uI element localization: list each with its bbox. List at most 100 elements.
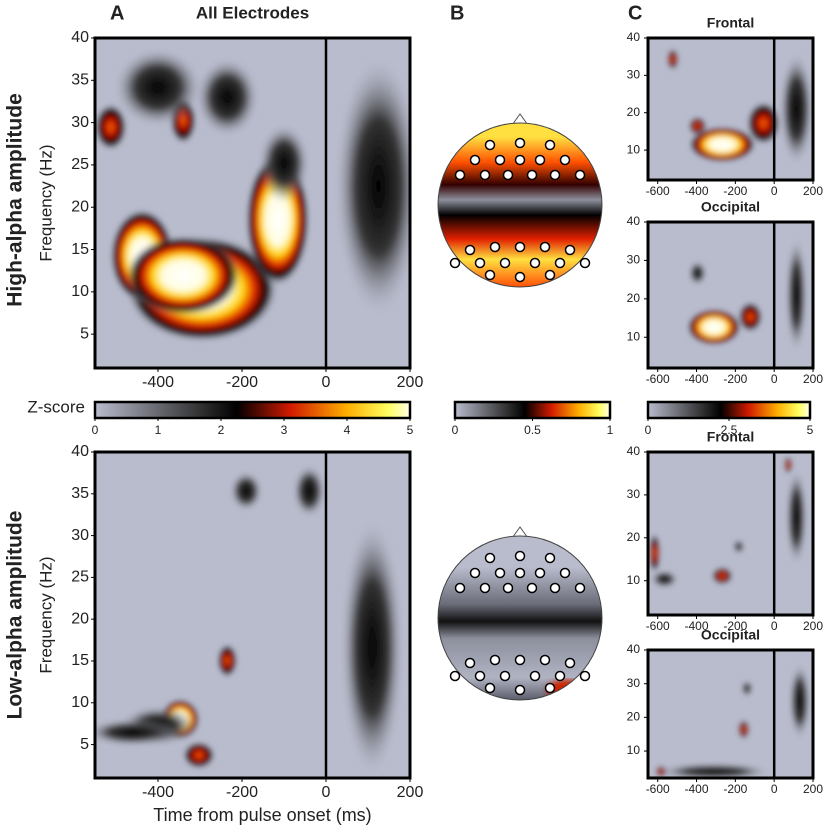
electrode [494, 154, 506, 166]
y-axis-label: Frequency (Hz) [36, 144, 55, 261]
colorbar [93, 400, 412, 420]
heatmap-blob [183, 742, 215, 769]
row-label: High-alpha amplitude [4, 93, 27, 307]
heatmap-blob [126, 236, 240, 316]
colorbar-tick-label: 0 [92, 423, 99, 437]
electrode [544, 139, 556, 151]
y-tick-label: 40 [627, 30, 641, 44]
electrode [544, 269, 556, 281]
x-tick-label: -200 [226, 374, 258, 391]
electrode [579, 257, 591, 269]
electrode [474, 670, 486, 682]
colorbar-tick-label: 3 [281, 423, 288, 437]
electrode [502, 582, 514, 594]
y-tick-label: 30 [627, 253, 641, 267]
heatmap-blob [780, 52, 813, 166]
x-tick-label: 200 [397, 784, 424, 801]
y-tick-label: 40 [627, 214, 641, 228]
x-tick-label: 0 [771, 619, 778, 633]
x-tick-label: -600 [646, 782, 670, 796]
electrode [464, 657, 476, 669]
x-tick-label: 0 [771, 782, 778, 796]
x-tick-label: -400 [142, 374, 174, 391]
x-tick-label: 200 [803, 782, 823, 796]
y-tick-label: 35 [71, 485, 89, 502]
electrode [484, 269, 496, 281]
x-axis-label: Time from pulse onset (ms) [153, 805, 371, 825]
electrode [514, 684, 526, 696]
heatmap-blob [786, 468, 807, 567]
electrode [549, 169, 561, 181]
x-tick-label: -400 [685, 782, 709, 796]
y-tick-label: 20 [71, 198, 89, 215]
x-tick-label: -200 [723, 782, 747, 796]
electrode [514, 137, 526, 149]
y-tick-label: 40 [627, 642, 641, 656]
electrode [479, 582, 491, 594]
y-tick-label: 15 [71, 652, 89, 669]
plot-frame [646, 36, 815, 182]
heatmap-bg [648, 650, 813, 778]
heatmap-image [667, 49, 813, 166]
heatmap-blob [786, 236, 807, 354]
electrode [559, 567, 571, 579]
x-tick-label: 200 [803, 184, 823, 198]
electrode [549, 582, 561, 594]
plot-frame [646, 648, 815, 780]
heatmap-blob [95, 719, 181, 746]
heatmap-blob [649, 533, 660, 573]
heatmap-blob [195, 57, 259, 137]
heatmap-blob [217, 644, 237, 677]
heatmap-image [649, 456, 807, 588]
x-tick-label: 200 [803, 619, 823, 633]
heatmap-blob [742, 680, 752, 697]
x-tick-label: -200 [723, 184, 747, 198]
x-tick-label: 200 [397, 374, 424, 391]
y-tick-label: 20 [627, 105, 641, 119]
electrode [484, 139, 496, 151]
electrode [474, 257, 486, 269]
x-tick-label: 200 [803, 372, 823, 386]
y-tick-label: 10 [627, 573, 641, 587]
electrode [479, 169, 491, 181]
electrode [469, 567, 481, 579]
colorbar-tick-label: 4 [344, 423, 351, 437]
electrode [574, 169, 586, 181]
y-tick-label: 5 [80, 736, 89, 753]
x-tick-label: -200 [723, 372, 747, 386]
y-tick-label: 40 [627, 444, 641, 458]
heatmap-bg [648, 452, 813, 615]
x-tick-label: -400 [685, 184, 709, 198]
electrode [534, 154, 546, 166]
electrode [544, 552, 556, 564]
electrode [489, 654, 501, 666]
heatmap-image [95, 47, 410, 342]
electrode [564, 657, 576, 669]
panel-label: B [450, 2, 464, 24]
heatmap-image [656, 662, 810, 778]
x-tick-label: 0 [771, 372, 778, 386]
electrode [499, 257, 511, 269]
colorbar-tick-label: 1 [607, 423, 614, 437]
y-tick-label: 35 [71, 72, 89, 89]
y-tick-label: 10 [71, 283, 89, 300]
y-tick-label: 20 [627, 530, 641, 544]
chart-title: Occipital [701, 627, 760, 643]
x-tick-label: 0 [322, 374, 331, 391]
row-label: Low-alpha amplitude [4, 511, 27, 720]
electrode [539, 241, 551, 253]
electrode [564, 244, 576, 256]
colorbar-tick-label: 5 [407, 423, 414, 437]
chart-title: All Electrodes [196, 3, 309, 22]
x-tick-label: -400 [685, 619, 709, 633]
heatmap-blob [784, 456, 792, 474]
heatmap-blob [789, 662, 810, 740]
electrode [514, 271, 526, 283]
y-tick-label: 15 [71, 241, 89, 258]
heatmap-image [687, 236, 807, 354]
heatmap-blob [667, 49, 678, 70]
electrode [449, 670, 461, 682]
y-tick-label: 5 [80, 325, 89, 342]
y-tick-label: 25 [71, 569, 89, 586]
heatmap-blob [689, 261, 706, 285]
